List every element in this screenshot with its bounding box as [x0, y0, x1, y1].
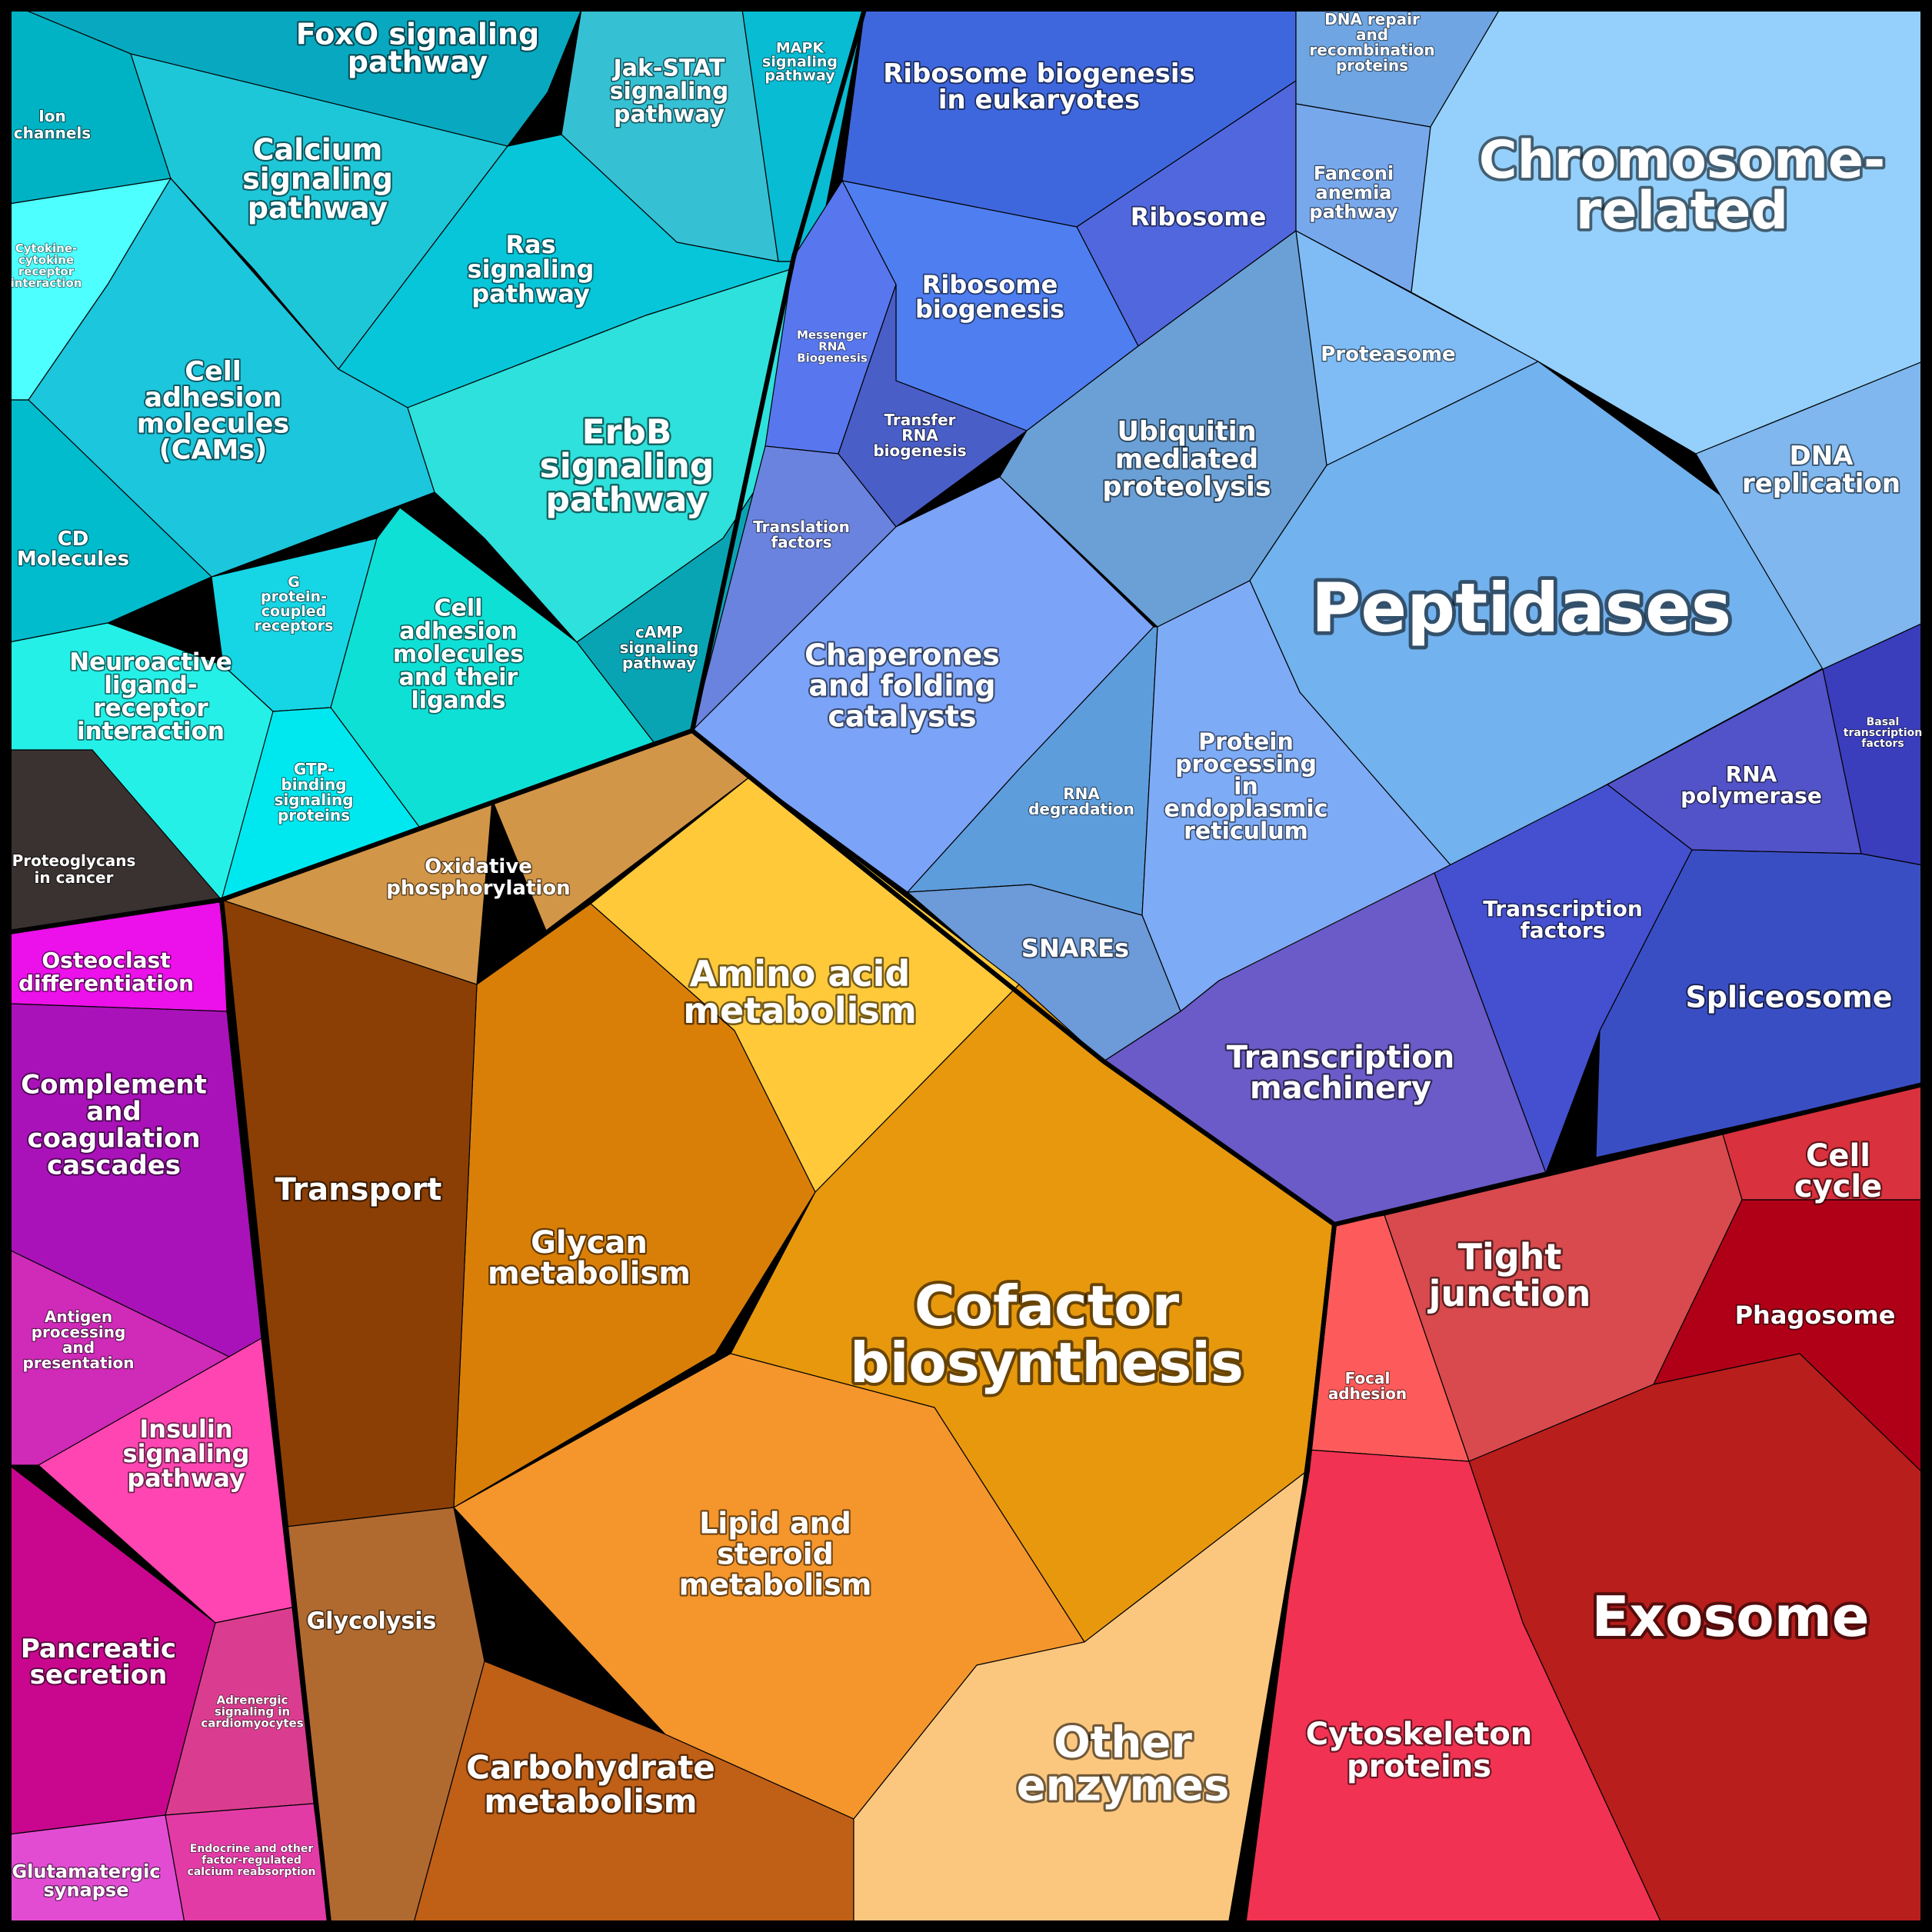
cell-label-insulin-signaling-pathway: Insulin signaling pathway	[123, 1414, 250, 1493]
cell-label-transport: Transport	[275, 1172, 442, 1208]
cell-label-focal-adhesion: Focal adhesion	[1328, 1369, 1407, 1403]
cell-label-phagosome: Phagosome	[1735, 1301, 1896, 1330]
cell-label-exosome: Exosome	[1591, 1584, 1869, 1649]
cell-label-chaperones-and-folding-catalysts: Chaperones and folding catalysts	[804, 638, 1000, 733]
cell-label-basal-transcription-factors: Basal transcription factors	[1844, 716, 1922, 750]
cell-label-other-enzymes: Other enzymes	[1017, 1718, 1230, 1811]
cell-label-antigen-processing-and-presentation: Antigen processing and presentation	[23, 1307, 135, 1372]
cell-label-ion-channels: Ion channels	[14, 107, 91, 142]
cell-label-adrenergic-signaling-in-cardiomyocytes: Adrenergic signaling in cardiomyocytes	[201, 1693, 303, 1730]
cell-label-ribosome-biogenesis: Ribosome biogenesis	[915, 270, 1064, 324]
cell-transfer-rna-biogenesis	[838, 284, 1028, 528]
cell-label-proteoglycans-in-cancer: Proteoglycans in cancer	[12, 851, 136, 887]
cell-label-cd-molecules: CD Molecules	[17, 528, 129, 571]
cell-label-dna-replication: DNA replication	[1742, 441, 1900, 499]
cell-cell-adhesion-molecules-cams	[28, 177, 435, 578]
cell-label-fanconi-anemia-pathway: Fanconi anemia pathway	[1309, 162, 1398, 222]
cell-label-carbohydrate-metabolism: Carbohydrate metabolism	[466, 1749, 715, 1820]
cell-label-dna-repair-and-recombination-proteins: DNA repair and recombination proteins	[1309, 10, 1434, 75]
cell-label-foxo-signaling-pathway: FoxO signaling pathway	[296, 17, 539, 78]
cell-label-spliceosome: Spliceosome	[1685, 980, 1892, 1014]
cell-label-translation-factors: Translation factors	[753, 518, 850, 551]
cell-label-glycan-metabolism: Glycan metabolism	[488, 1225, 691, 1291]
cell-label-ribosome: Ribosome	[1131, 202, 1267, 232]
cell-label-cell-cycle: Cell cycle	[1794, 1138, 1882, 1204]
cell-label-camp-signaling-pathway: cAMP signaling pathway	[619, 623, 698, 672]
cell-label-mapk-signaling-pathway: MAPK signaling pathway	[762, 40, 838, 85]
cell-label-osteoclast-differentiation: Osteoclast differentiation	[18, 948, 194, 996]
cell-cytoskeleton-proteins	[1245, 1449, 1662, 1924]
cell-label-glycolysis: Glycolysis	[307, 1608, 437, 1635]
cell-label-transcription-machinery: Transcription machinery	[1227, 1040, 1454, 1106]
cell-label-complement-and-coagulation-cascades: Complement and coagulation cascades	[21, 1069, 207, 1181]
cell-label-neuroactive-ligand-receptor-interaction: Neuroactive ligand-receptor interaction	[69, 648, 232, 745]
cell-label-rna-degradation: RNA degradation	[1028, 784, 1134, 818]
cell-label-erbb-signaling-pathway: ErbB signaling pathway	[540, 412, 715, 519]
cell-label-glutamatergic-synapse: Glutamatergic synapse	[12, 1860, 160, 1900]
cell-label-ribosome-biogenesis-in-eukaryotes: Ribosome biogenesis in eukaryotes	[883, 58, 1195, 115]
cell-label-chromosome-related: Chromosome-related	[1479, 130, 1886, 242]
cell-label-peptidases: Peptidases	[1311, 568, 1731, 648]
cell-label-cytoskeleton-proteins: Cytoskeleton proteins	[1306, 1717, 1532, 1784]
cell-label-transfer-rna-biogenesis: Transfer RNA biogenesis	[873, 411, 966, 460]
cell-label-messenger-rna-biogenesis: Messenger RNA Biogenesis	[797, 328, 868, 365]
cell-label-ubiquitin-mediated-proteolysis: Ubiquitin mediated proteolysis	[1102, 416, 1271, 502]
cell-label-amino-acid-metabolism: Amino acid metabolism	[683, 953, 917, 1031]
cell-label-snares: SNAREs	[1021, 934, 1129, 963]
cell-label-endocrine-and-other-factor-regulated-calcium-reabsorption: Endocrine and other factor-regulated calci…	[188, 1843, 316, 1878]
cell-label-cell-adhesion-molecules-and-their-ligands: Cell adhesion molecules and their ligands	[393, 595, 524, 715]
cell-label-lipid-and-steroid-metabolism: Lipid and steroid metabolism	[679, 1506, 872, 1601]
cell-label-jak-stat-signaling-pathway: Jak-STAT signaling pathway	[610, 55, 729, 128]
cell-label-oxidative-phosphorylation: Oxidative phosphorylation	[386, 855, 570, 900]
cell-label-cell-adhesion-molecules-cams: Cell adhesion molecules (CAMs)	[137, 356, 289, 465]
cell-label-gtp-binding-signaling-proteins: GTP-binding signaling proteins	[274, 760, 353, 824]
cell-label-rna-polymerase: RNA polymerase	[1681, 761, 1822, 808]
cell-label-cofactor-biosynthesis: Cofactor biosynthesis	[850, 1274, 1244, 1395]
cell-label-protein-processing-in-endoplasmic-reticulum: Protein processing in endoplasmic reticulum	[1164, 729, 1328, 845]
cell-label-tight-junction: Tight junction	[1427, 1236, 1591, 1314]
cell-label-cytokine-cytokine-receptor-interaction: Cytokine-cytokine receptor interaction	[11, 242, 82, 290]
cell-calcium-signaling-pathway	[130, 53, 509, 370]
cell-label-ras-signaling-pathway: Ras signaling pathway	[468, 230, 595, 308]
cell-label-transcription-factors: Transcription factors	[1483, 896, 1643, 943]
cell-label-pancreatic-secretion: Pancreatic secretion	[21, 1634, 176, 1690]
cell-label-calcium-signaling-pathway: Calcium signaling pathway	[242, 132, 393, 225]
cell-label-proteasome: Proteasome	[1321, 343, 1455, 366]
